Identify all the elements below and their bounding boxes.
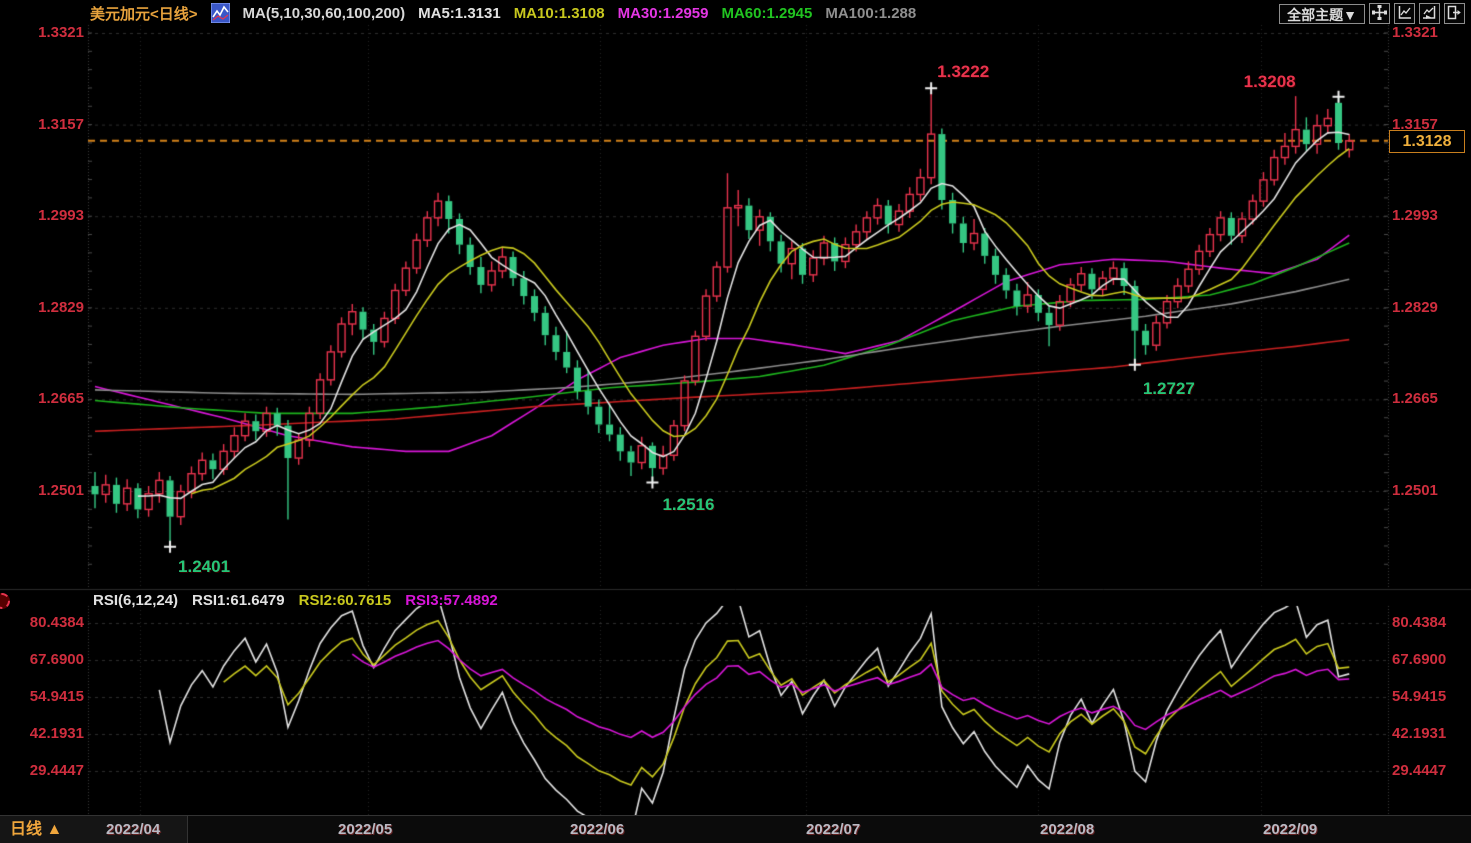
axis-left-chart-icon (1397, 5, 1412, 23)
month-label: 2022/09 (1263, 821, 1318, 838)
ma5-value: MA5:1.3131 (418, 4, 501, 22)
chart-toolbar: 全部主题▼ (1279, 3, 1465, 24)
ma10-value: MA10:1.3108 (513, 4, 605, 22)
indicator-settings-icon[interactable] (0, 593, 10, 609)
axis-right-chart-icon (1422, 5, 1437, 23)
ma100-value: MA100:1.288 (825, 4, 917, 22)
exit-arrow-icon (1447, 5, 1462, 23)
pan-move-icon (1372, 4, 1387, 23)
rsi-title: RSI(6,12,24) (93, 592, 179, 609)
symbol-title: 美元加元<日线> (90, 5, 198, 23)
rsi2-value: RSI2:60.7615 (298, 592, 392, 609)
time-axis-bar: 日线 ▲ 2022/04 2022/05 2022/06 2022/07 2022/08… (0, 815, 1471, 843)
month-label: 2022/07 (806, 821, 861, 838)
current-price-tag: 1.3128 (1389, 130, 1465, 153)
theme-dropdown-button[interactable]: 全部主题▼ (1279, 3, 1365, 24)
month-label: 2022/06 (570, 821, 625, 838)
rsi-header: RSI(6,12,24) RSI1:61.6479 RSI2:60.7615 R… (93, 592, 498, 609)
ma-summary-label: MA(5,10,30,60,100,200) (242, 4, 406, 22)
rsi1-value: RSI1:61.6479 (192, 592, 285, 609)
right-scale-chart-button[interactable] (1419, 3, 1440, 24)
month-label: 2022/08 (1040, 821, 1095, 838)
chart-header: 美元加元<日线> MA(5,10,30,60,100,200) MA5:1.31… (0, 0, 1471, 26)
rsi3-value: RSI3:57.4892 (405, 592, 498, 609)
exit-chart-button[interactable] (1444, 3, 1465, 24)
month-label: 2022/05 (338, 821, 393, 838)
line-chart-icon[interactable] (210, 2, 231, 24)
ma30-value: MA30:1.2959 (617, 4, 709, 22)
ma60-value: MA60:1.2945 (721, 4, 813, 22)
period-tab-daily[interactable]: 日线 ▲ (0, 816, 188, 843)
pan-tool-button[interactable] (1369, 3, 1390, 24)
left-scale-chart-button[interactable] (1394, 3, 1415, 24)
